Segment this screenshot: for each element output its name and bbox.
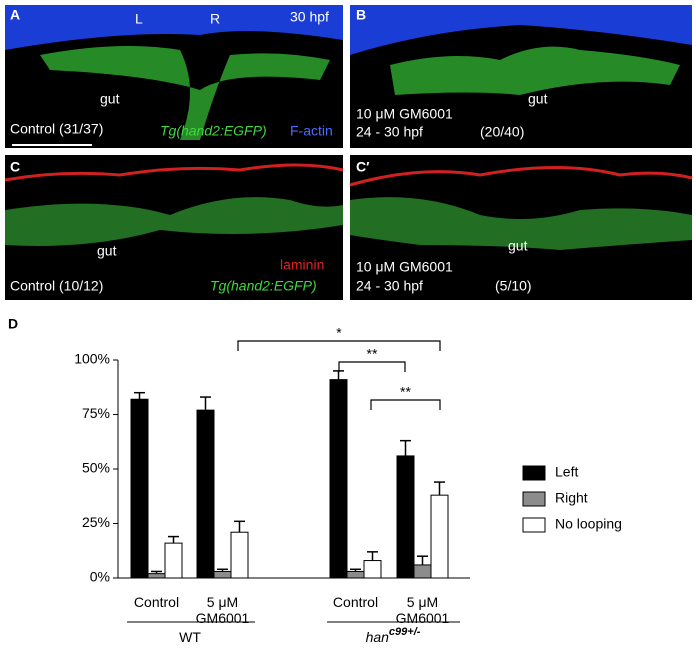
significance-label: ** bbox=[400, 384, 411, 400]
image-text: Tg(hand2:EGFP) bbox=[210, 278, 317, 294]
bar bbox=[346, 570, 365, 579]
image-detail bbox=[40, 46, 330, 140]
x-tick-label: 5 μM GM6001 bbox=[195, 594, 250, 626]
significance-bracket bbox=[370, 399, 441, 410]
y-tick-label: 75% bbox=[82, 405, 110, 421]
image-text: F-actin bbox=[290, 123, 333, 139]
significance-label: ** bbox=[367, 346, 378, 362]
image-detail bbox=[350, 5, 692, 55]
image-text: laminin bbox=[280, 257, 324, 273]
panel-label: C′ bbox=[356, 159, 370, 175]
y-tick-label: 50% bbox=[82, 460, 110, 476]
bar bbox=[230, 531, 249, 579]
group-name: WT bbox=[179, 629, 201, 645]
image-text: gut bbox=[528, 91, 548, 107]
legend-label: No looping bbox=[555, 516, 622, 532]
legend-swatch bbox=[522, 491, 546, 507]
bar bbox=[213, 570, 232, 579]
image-detail bbox=[349, 166, 693, 187]
legend-swatch bbox=[522, 517, 546, 533]
legend-label: Left bbox=[555, 464, 578, 480]
y-tick-label: 100% bbox=[74, 351, 110, 367]
image-detail bbox=[350, 197, 692, 250]
image-text: 10 μM GM6001 bbox=[356, 259, 453, 275]
bar bbox=[147, 573, 166, 579]
significance-label: * bbox=[336, 325, 342, 341]
image-detail bbox=[390, 46, 680, 95]
significance-bracket bbox=[237, 340, 441, 351]
y-tick-label: 25% bbox=[82, 514, 110, 530]
x-tick-label: Control bbox=[332, 594, 379, 610]
panel-label: C bbox=[10, 159, 20, 175]
image-text: Control (31/37) bbox=[10, 121, 103, 137]
y-tick-label: 0% bbox=[90, 569, 110, 585]
image-text: (20/40) bbox=[480, 124, 524, 140]
group-superscript: c99+/- bbox=[389, 626, 421, 638]
bar bbox=[164, 542, 183, 579]
group-label: WT bbox=[179, 629, 201, 645]
image-text: 30 hpf bbox=[290, 9, 329, 25]
image-text: L bbox=[135, 11, 143, 27]
panel-label: D bbox=[8, 316, 18, 332]
image-text: gut bbox=[508, 238, 528, 254]
bar bbox=[363, 560, 382, 579]
bar bbox=[196, 409, 215, 579]
significance-bracket bbox=[338, 361, 406, 372]
image-detail bbox=[5, 5, 343, 50]
image-detail bbox=[5, 197, 343, 246]
x-tick-label: Control bbox=[133, 594, 180, 610]
panel-label: B bbox=[356, 7, 366, 23]
image-text: 10 μM GM6001 bbox=[356, 106, 453, 122]
image-text: 24 - 30 hpf bbox=[356, 278, 423, 294]
bar bbox=[329, 379, 348, 579]
bar bbox=[430, 494, 449, 579]
image-text: 24 - 30 hpf bbox=[356, 124, 423, 140]
group-label: hanc99+/- bbox=[366, 626, 421, 645]
image-text: Control (10/12) bbox=[10, 278, 103, 294]
image-text: R bbox=[210, 11, 220, 27]
image-text: (5/10) bbox=[495, 278, 532, 294]
group-name: han bbox=[366, 629, 390, 645]
image-text: Tg(hand2:EGFP) bbox=[160, 123, 267, 139]
bar bbox=[396, 455, 415, 579]
x-tick-label: 5 μM GM6001 bbox=[395, 594, 450, 626]
image-text: gut bbox=[100, 91, 120, 107]
image-text: gut bbox=[97, 243, 117, 259]
legend-swatch bbox=[522, 465, 546, 481]
bar bbox=[413, 564, 432, 579]
image-detail bbox=[4, 163, 344, 182]
panel-label: A bbox=[10, 7, 20, 23]
bar bbox=[130, 398, 149, 579]
legend-label: Right bbox=[555, 490, 588, 506]
